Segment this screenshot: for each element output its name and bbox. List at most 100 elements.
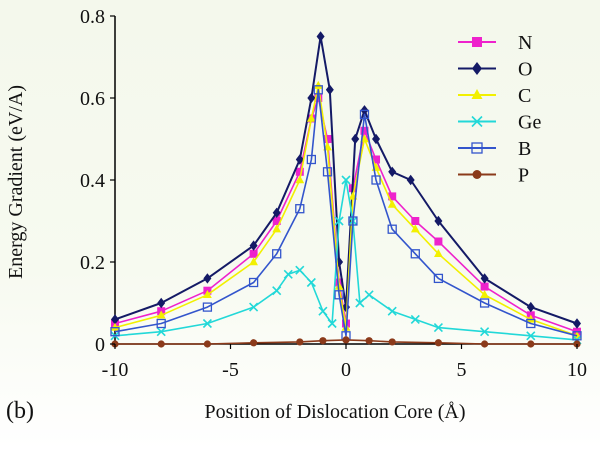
- data-point-B: [322, 167, 333, 177]
- data-point-O: [388, 166, 397, 177]
- data-point-O: [316, 31, 325, 42]
- y-tick-label: 0.8: [80, 6, 105, 28]
- data-point-B: [359, 109, 370, 120]
- data-point-Ge: [410, 314, 420, 324]
- marker-stroke: [156, 327, 166, 337]
- panel-label: (b): [6, 398, 34, 424]
- legend-entry-O: O: [458, 59, 532, 81]
- data-point-Ge: [433, 323, 443, 333]
- data-point-N: [360, 126, 369, 135]
- data-point-P: [319, 337, 327, 345]
- data-point-O: [157, 297, 166, 309]
- data-point-B: [334, 290, 344, 300]
- data-point-Ge: [283, 269, 293, 279]
- data-point-C: [480, 290, 489, 298]
- marker-stroke: [318, 306, 328, 316]
- marker-stroke: [364, 290, 374, 300]
- data-point-N: [295, 167, 304, 176]
- legend-marker: [471, 115, 483, 128]
- data-point-O: [203, 273, 212, 284]
- data-point-O: [434, 215, 443, 227]
- data-point-Ge: [306, 277, 316, 288]
- data-point-O: [351, 133, 360, 145]
- data-point-O: [111, 314, 119, 325]
- legend-label: Ge: [518, 112, 541, 134]
- data-point-O: [272, 207, 281, 218]
- data-point-B: [272, 249, 282, 259]
- x-tick-label: -5: [222, 359, 239, 381]
- legend-entry-Ge: Ge: [458, 112, 541, 134]
- data-point-Ge: [318, 306, 328, 316]
- series-O: [111, 31, 581, 329]
- legend-marker: [471, 89, 483, 99]
- marker-stroke: [480, 327, 490, 337]
- marker-stroke: [295, 265, 305, 275]
- data-point-B: [295, 204, 305, 214]
- marker-stroke: [327, 318, 337, 329]
- data-point-B: [572, 331, 582, 341]
- data-point-C: [313, 80, 323, 89]
- data-point-Ge: [334, 216, 344, 226]
- data-point-C: [434, 249, 443, 257]
- marker-stroke: [202, 318, 212, 329]
- data-point-P: [157, 340, 165, 348]
- legend-label: C: [518, 85, 531, 107]
- data-point-Ge: [202, 318, 212, 329]
- data-point-B: [306, 154, 317, 165]
- marker-stroke: [433, 323, 443, 333]
- data-point-B: [371, 175, 381, 185]
- y-axis-title: Energy Gradient (eV/A): [5, 85, 27, 279]
- data-point-P: [342, 336, 350, 344]
- y-tick-label: 0: [95, 334, 105, 356]
- data-point-Ge: [272, 286, 282, 296]
- marker-stroke: [387, 306, 397, 316]
- data-point-Ge: [355, 298, 365, 308]
- data-point-C: [272, 224, 282, 233]
- data-point-P: [296, 338, 304, 346]
- data-point-C: [410, 224, 420, 233]
- series-line-C: [114, 84, 578, 337]
- data-point-Ge: [480, 327, 490, 337]
- data-point-C: [249, 257, 258, 266]
- data-point-P: [481, 340, 489, 348]
- data-point-N: [272, 217, 281, 225]
- data-point-Ge: [341, 175, 351, 185]
- legend: NOC Ge BP: [458, 32, 541, 187]
- data-point-C: [156, 310, 166, 319]
- data-point-O: [372, 133, 381, 145]
- data-point-P: [527, 340, 535, 348]
- marker-stroke: [249, 302, 259, 312]
- legend-entry-N: N: [458, 32, 532, 54]
- data-point-Ge: [156, 327, 166, 337]
- marker-stroke: [306, 277, 316, 288]
- data-point-N: [480, 282, 489, 291]
- marker-stroke: [410, 314, 420, 324]
- data-point-N: [372, 155, 381, 164]
- x-tick-label: 10: [567, 359, 587, 381]
- data-point-O: [406, 174, 415, 186]
- axis-layer: -10 -5 0 5 10 0 0.2 0.4 0.6 0.8: [80, 6, 587, 381]
- data-point-B: [313, 85, 323, 95]
- data-point-Ge: [364, 290, 374, 300]
- data-point-N: [388, 192, 397, 201]
- data-point-B: [248, 277, 259, 288]
- series-layer: [110, 31, 582, 348]
- data-point-B: [526, 318, 536, 329]
- data-point-O: [307, 92, 316, 104]
- data-point-B: [110, 327, 120, 337]
- legend-marker: [472, 170, 482, 179]
- legend-entry-B: B: [458, 138, 531, 160]
- data-point-P: [203, 340, 211, 348]
- x-tick-label: 5: [457, 359, 467, 381]
- series-B: [110, 85, 582, 341]
- data-point-Ge: [327, 318, 337, 329]
- legend-marker: [472, 37, 482, 47]
- data-point-C: [203, 290, 212, 298]
- data-point-O: [526, 301, 535, 313]
- series-line-O: [114, 35, 578, 325]
- marker-stroke: [471, 115, 483, 128]
- y-tick-label: 0.4: [80, 170, 105, 192]
- legend-label: P: [518, 165, 529, 187]
